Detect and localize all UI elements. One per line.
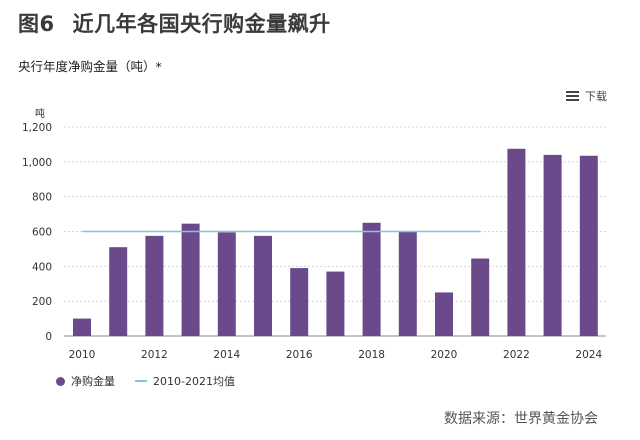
y-tick-label: 600 bbox=[32, 227, 52, 239]
bar-2013[interactable] bbox=[181, 223, 200, 336]
bar-2010[interactable] bbox=[73, 318, 91, 336]
menu-icon bbox=[566, 91, 579, 101]
bar-2011[interactable] bbox=[109, 247, 128, 336]
bar-2021[interactable] bbox=[471, 258, 490, 336]
bar-2016[interactable] bbox=[290, 268, 309, 336]
legend-bar-swatch bbox=[56, 376, 65, 386]
legend: 净购金量 2010-2021均值 bbox=[56, 373, 255, 389]
y-tick-label: 400 bbox=[32, 261, 52, 273]
x-axis-ticks: 2010 2012 2014 2016 2018 2020 2022 2024 bbox=[69, 349, 603, 361]
bar-2014[interactable] bbox=[217, 232, 236, 336]
y-tick-label: 800 bbox=[32, 192, 52, 204]
chart-subtitle: 央行年度净购金量（吨）* bbox=[18, 59, 162, 74]
bar-2023[interactable] bbox=[543, 154, 562, 336]
y-tick-label: 1,000 bbox=[22, 157, 52, 169]
bar-2017[interactable] bbox=[326, 271, 345, 336]
x-tick-label: 2024 bbox=[575, 349, 602, 361]
y-axis-ticks: 0 200 400 600 800 1,000 1,200 bbox=[22, 122, 52, 343]
y-tick-label: 1,200 bbox=[22, 122, 52, 134]
x-tick-label: 2018 bbox=[358, 349, 385, 361]
legend-item-bars[interactable]: 净购金量 bbox=[56, 373, 115, 389]
bar-2015[interactable] bbox=[254, 235, 272, 336]
bar-2019[interactable] bbox=[398, 231, 417, 337]
bar-2018[interactable] bbox=[362, 222, 381, 336]
figure-title-text: 近几年各国央行购金量飙升 bbox=[72, 12, 331, 36]
x-tick-label: 2010 bbox=[69, 349, 96, 361]
bar-2024[interactable] bbox=[579, 155, 598, 336]
bar-2012[interactable] bbox=[145, 235, 164, 336]
figure-title: 图6 近几年各国央行购金量飙升 bbox=[18, 8, 331, 38]
bar-2020[interactable] bbox=[435, 292, 453, 336]
figure-number: 图6 bbox=[18, 12, 55, 36]
x-tick-label: 2020 bbox=[431, 349, 458, 361]
x-tick-label: 2014 bbox=[213, 349, 240, 361]
bar-2022[interactable] bbox=[507, 148, 526, 336]
bar-series bbox=[73, 148, 598, 337]
download-button[interactable]: 下载 bbox=[566, 88, 607, 104]
download-label: 下载 bbox=[585, 90, 607, 103]
legend-item-average[interactable]: 2010-2021均值 bbox=[135, 373, 235, 389]
y-tick-label: 200 bbox=[32, 296, 52, 308]
legend-bar-label: 净购金量 bbox=[71, 375, 115, 388]
legend-line-swatch bbox=[135, 380, 147, 382]
x-tick-label: 2022 bbox=[503, 349, 530, 361]
y-axis-unit: 吨 bbox=[35, 107, 45, 120]
y-tick-label: 0 bbox=[45, 331, 52, 343]
x-tick-label: 2012 bbox=[141, 349, 168, 361]
legend-line-label: 2010-2021均值 bbox=[153, 375, 235, 388]
data-source: 数据来源：世界黄金协会 bbox=[444, 411, 598, 427]
x-tick-label: 2016 bbox=[286, 349, 313, 361]
